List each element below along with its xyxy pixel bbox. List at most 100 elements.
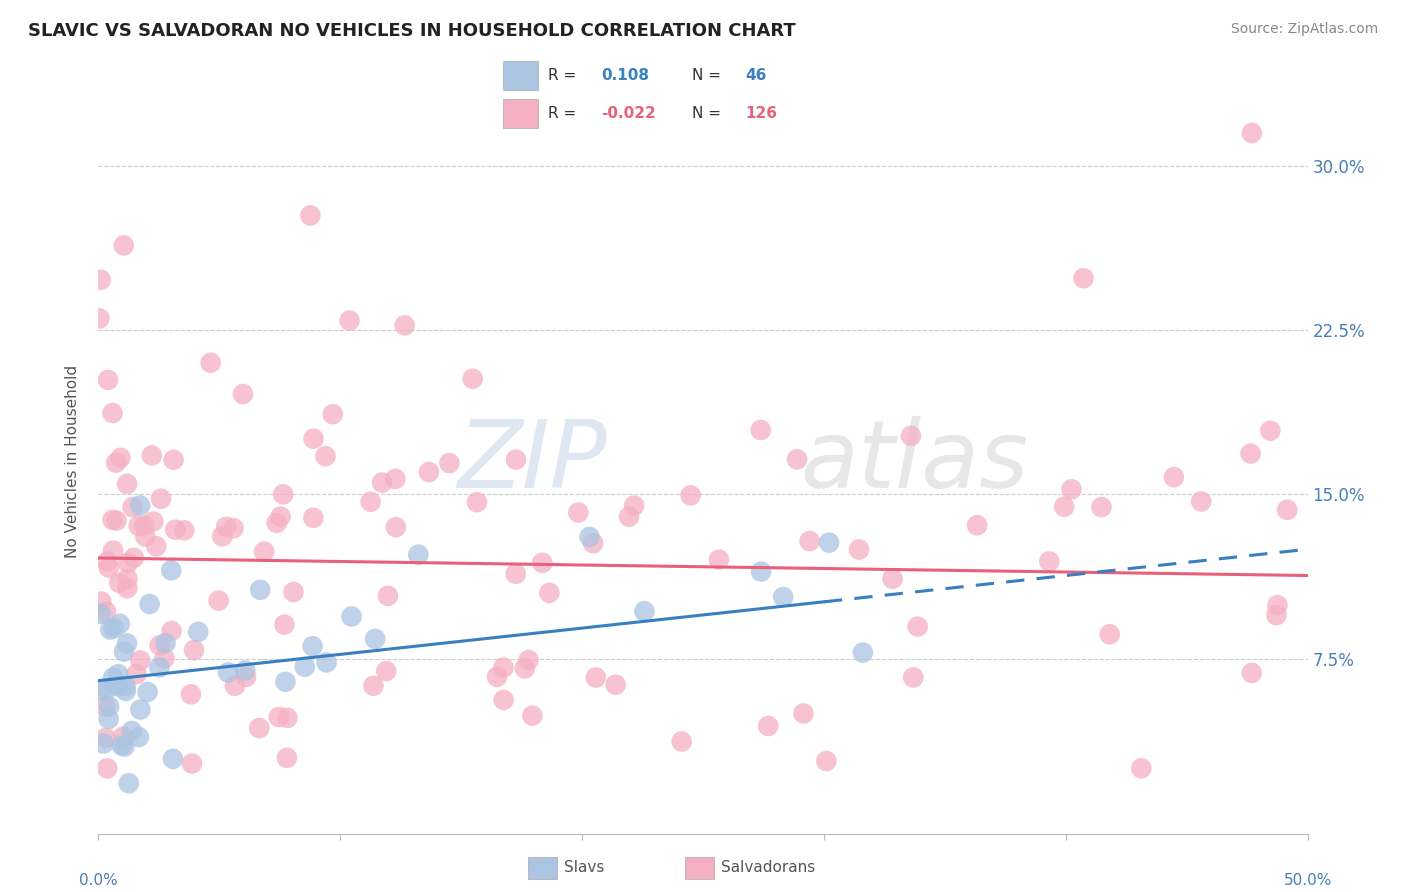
- Point: [112, 739, 135, 754]
- Point: [394, 318, 416, 333]
- Point: [756, 719, 779, 733]
- Point: [112, 730, 135, 744]
- Bar: [503, 99, 537, 128]
- Point: [235, 670, 257, 684]
- Point: [815, 754, 838, 768]
- Point: [322, 407, 344, 421]
- Point: [148, 660, 170, 674]
- Point: [531, 556, 554, 570]
- Point: [461, 372, 484, 386]
- Point: [492, 660, 515, 674]
- Point: [1038, 554, 1060, 568]
- Point: [97, 712, 120, 726]
- Point: [107, 679, 129, 693]
- Point: [141, 449, 163, 463]
- Text: -0.022: -0.022: [602, 106, 655, 121]
- Point: [160, 624, 183, 638]
- Bar: [503, 62, 537, 90]
- Point: [93, 736, 115, 750]
- Point: [136, 685, 159, 699]
- Point: [792, 706, 814, 721]
- Text: 46: 46: [745, 68, 766, 83]
- Point: [408, 548, 430, 562]
- Point: [786, 452, 808, 467]
- Bar: [527, 857, 557, 879]
- Point: [253, 544, 276, 558]
- Point: [340, 609, 363, 624]
- Point: [173, 524, 195, 538]
- Point: [107, 667, 129, 681]
- Point: [907, 619, 929, 633]
- Text: ZIP: ZIP: [457, 416, 606, 508]
- Point: [224, 679, 246, 693]
- Point: [153, 651, 176, 665]
- Point: [1098, 627, 1121, 641]
- Point: [122, 550, 145, 565]
- Point: [138, 597, 160, 611]
- Point: [162, 452, 184, 467]
- Text: Source: ZipAtlas.com: Source: ZipAtlas.com: [1230, 22, 1378, 37]
- Point: [1240, 126, 1263, 140]
- Point: [371, 475, 394, 490]
- Point: [903, 670, 925, 684]
- Point: [377, 589, 399, 603]
- Point: [1240, 665, 1263, 680]
- Point: [125, 667, 148, 681]
- Point: [1189, 494, 1212, 508]
- Point: [1258, 424, 1281, 438]
- Point: [121, 723, 143, 738]
- Text: N =: N =: [692, 106, 721, 121]
- Point: [315, 449, 337, 463]
- Point: [160, 563, 183, 577]
- Point: [799, 534, 821, 549]
- Point: [94, 699, 117, 714]
- Point: [128, 730, 150, 744]
- Point: [89, 311, 111, 326]
- Point: [222, 521, 245, 535]
- Point: [149, 491, 172, 506]
- Point: [149, 638, 172, 652]
- Point: [623, 499, 645, 513]
- Point: [567, 506, 589, 520]
- Point: [633, 604, 655, 618]
- Point: [274, 674, 297, 689]
- Point: [384, 472, 406, 486]
- Point: [294, 659, 316, 673]
- Point: [134, 529, 156, 543]
- Point: [679, 488, 702, 502]
- Point: [1265, 608, 1288, 623]
- Point: [363, 679, 385, 693]
- Point: [247, 721, 270, 735]
- Point: [1130, 761, 1153, 775]
- Y-axis label: No Vehicles in Household: No Vehicles in Household: [65, 365, 80, 558]
- Point: [1163, 470, 1185, 484]
- Point: [98, 699, 121, 714]
- Point: [117, 581, 139, 595]
- Point: [505, 566, 527, 581]
- Point: [772, 590, 794, 604]
- Text: R =: R =: [548, 106, 576, 121]
- Point: [111, 739, 134, 753]
- Point: [270, 509, 292, 524]
- Point: [302, 432, 325, 446]
- Point: [249, 582, 271, 597]
- Text: N =: N =: [692, 68, 721, 83]
- Point: [900, 429, 922, 443]
- Point: [90, 683, 112, 698]
- Point: [671, 734, 693, 748]
- Point: [538, 586, 561, 600]
- Point: [276, 711, 298, 725]
- Point: [232, 387, 254, 401]
- Point: [101, 671, 124, 685]
- Text: Salvadorans: Salvadorans: [721, 861, 815, 875]
- Point: [162, 752, 184, 766]
- Point: [94, 605, 117, 619]
- Point: [852, 646, 875, 660]
- Text: R =: R =: [548, 68, 576, 83]
- Point: [217, 665, 239, 680]
- Point: [208, 593, 231, 607]
- Point: [129, 702, 152, 716]
- Point: [129, 654, 152, 668]
- Point: [105, 456, 128, 470]
- Point: [418, 465, 440, 479]
